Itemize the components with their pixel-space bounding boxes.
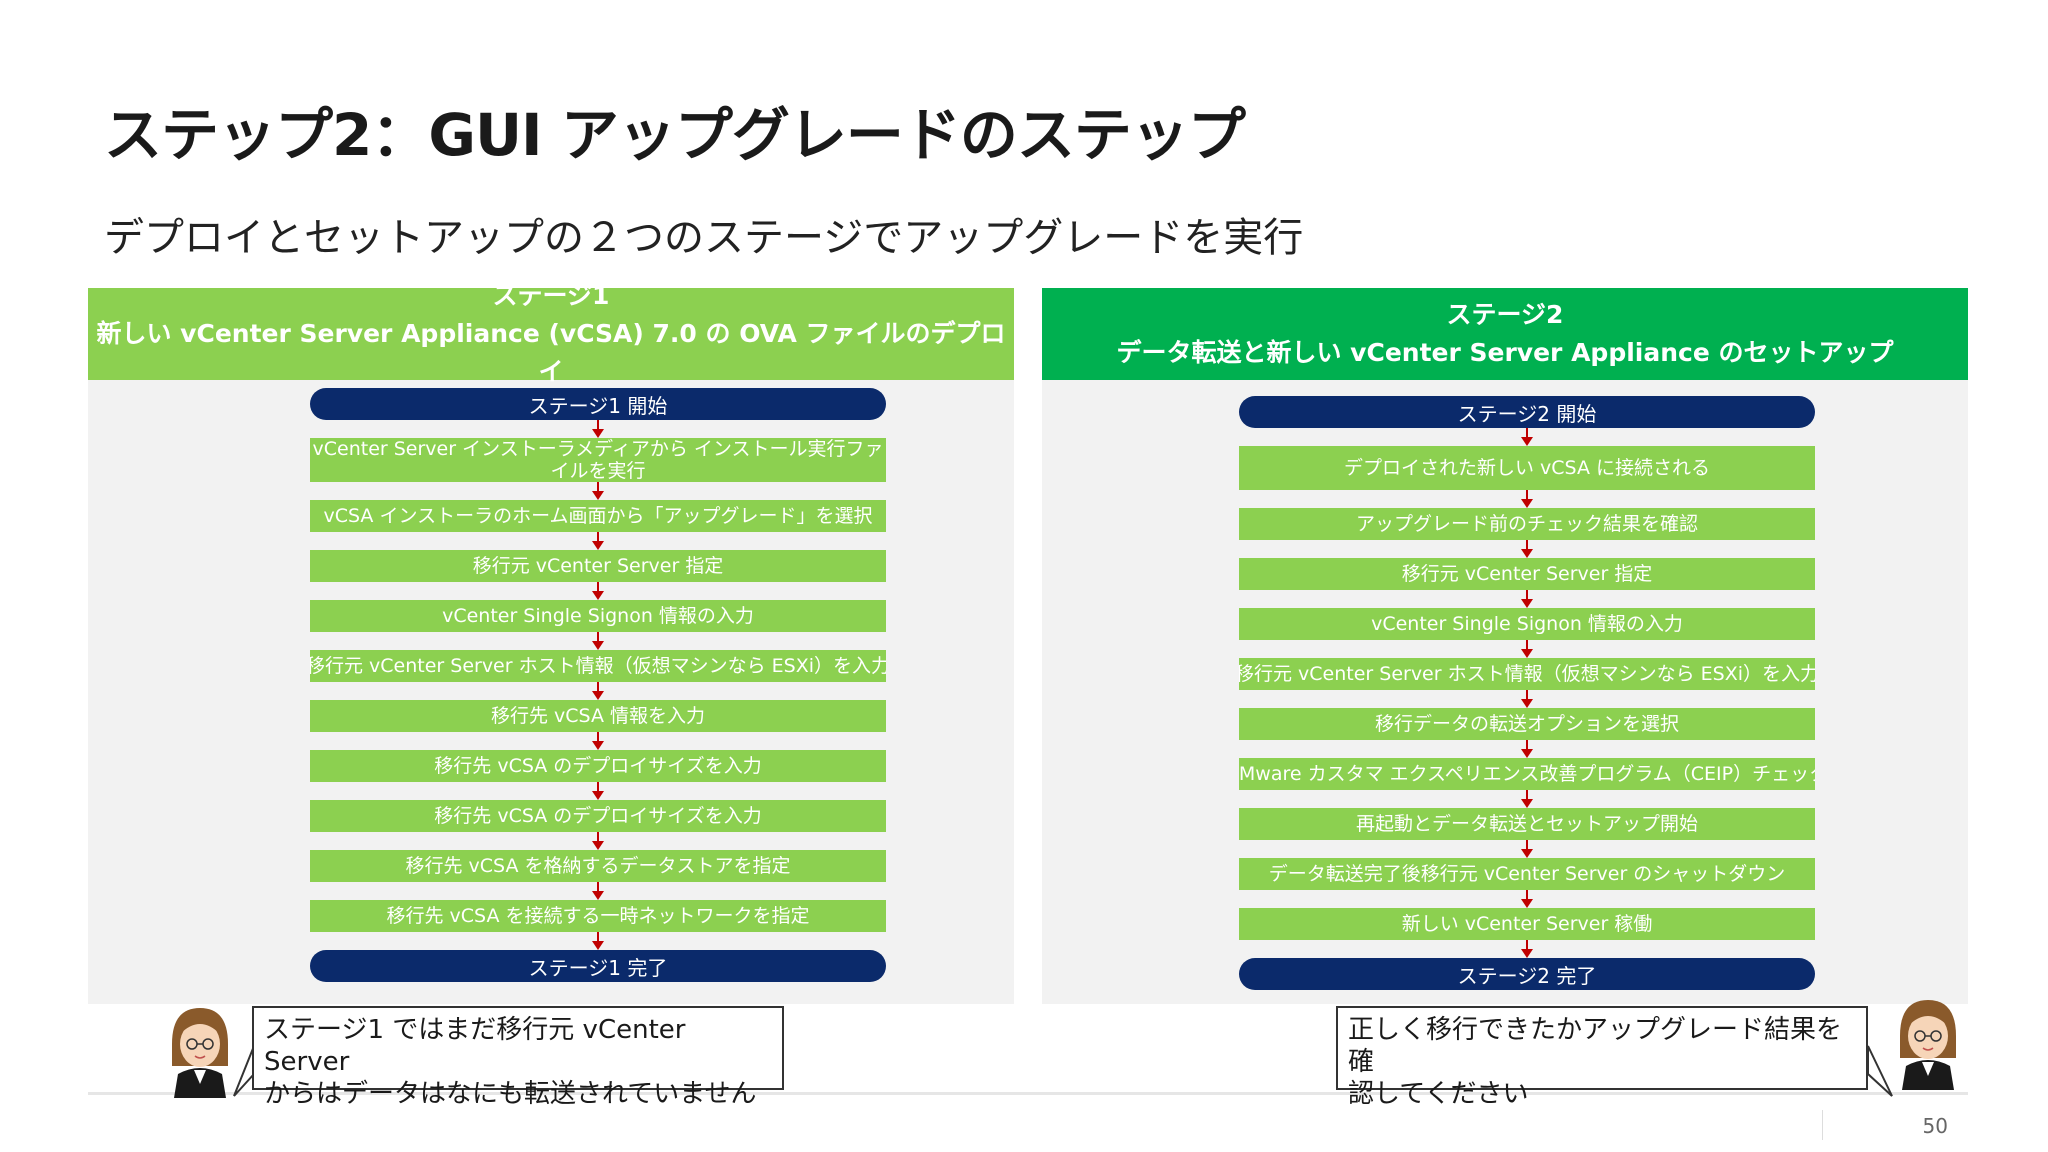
stage2-header-description: データ転送と新しい vCenter Server Appliance のセットア… xyxy=(1116,338,1894,367)
stage2-flow: ステージ2 開始 デプロイされた新しい vCSA に接続される アップグレード前… xyxy=(1239,396,1815,990)
flow-arrow xyxy=(1239,640,1815,658)
stage1-panel: ステージ1 新しい vCenter Server Appliance (vCSA… xyxy=(88,281,1014,1004)
footer-divider xyxy=(88,1092,1968,1095)
stage1-step: 移行先 vCSA 情報を入力 xyxy=(310,700,886,732)
flow-arrow xyxy=(1239,940,1815,958)
stage2-header-title: ステージ2 xyxy=(1446,300,1564,329)
stage1-start-pill: ステージ1 開始 xyxy=(310,388,886,420)
flow-arrow xyxy=(310,532,886,550)
callout-left-line1: ステージ1 ではまだ移行元 vCenter Server xyxy=(264,1015,686,1077)
flow-arrow xyxy=(1239,540,1815,558)
stage1-step: 移行先 vCSA を格納するデータストアを指定 xyxy=(310,850,886,882)
stage2-step: デプロイされた新しい vCSA に接続される xyxy=(1239,446,1815,490)
stage2-step: 移行元 vCenter Server 指定 xyxy=(1239,558,1815,590)
callout-left: ステージ1 ではまだ移行元 vCenter Server からはデータはなにも転… xyxy=(252,1006,784,1109)
flow-arrow xyxy=(1239,590,1815,608)
callout-left-line2: からはデータはなにも転送されていません xyxy=(264,1079,757,1109)
page-number-divider xyxy=(1822,1110,1823,1140)
callout-right-line2: 認してください xyxy=(1348,1079,1529,1109)
callout-right-tail xyxy=(1867,1045,1893,1097)
stage2-panel: ステージ2 データ転送と新しい vCenter Server Appliance… xyxy=(1042,288,1968,1004)
flow-arrow xyxy=(310,582,886,600)
stage1-step: vCSA インストーラのホーム画面から「アップグレード」を選択 xyxy=(310,500,886,532)
stage1-end-pill: ステージ1 完了 xyxy=(310,950,886,982)
stage1-step: 移行先 vCSA を接続する一時ネットワークを指定 xyxy=(310,900,886,932)
stage1-step: 移行先 vCSA のデプロイサイズを入力 xyxy=(310,750,886,782)
stage2-step: vCenter Single Signon 情報の入力 xyxy=(1239,608,1815,640)
stage2-step: 再起動とデータ転送とセットアップ開始 xyxy=(1239,808,1815,840)
flow-arrow xyxy=(310,732,886,750)
flow-arrow xyxy=(1239,740,1815,758)
flow-arrow xyxy=(310,782,886,800)
page-title: ステップ2：GUI アップグレードのステップ xyxy=(104,101,1246,169)
flow-arrow xyxy=(1239,790,1815,808)
flow-arrow xyxy=(310,832,886,850)
flow-arrow xyxy=(1239,428,1815,446)
page-subtitle: デプロイとセットアップの２つのステージでアップグレードを実行 xyxy=(104,215,1304,261)
flow-arrow xyxy=(1239,890,1815,908)
flow-arrow xyxy=(1239,490,1815,508)
flow-arrow xyxy=(310,882,886,900)
flow-arrow xyxy=(310,420,886,438)
stage2-step: データ転送完了後移行元 vCenter Server のシャットダウン xyxy=(1239,858,1815,890)
stage2-step: アップグレード前のチェック結果を確認 xyxy=(1239,508,1815,540)
flow-arrow xyxy=(310,482,886,500)
callout-right-line1: 正しく移行できたかアップグレード結果を確 xyxy=(1348,1015,1843,1077)
presenter-avatar-icon xyxy=(172,1008,228,1098)
page-number: 50 xyxy=(1922,1114,1948,1138)
flow-arrow xyxy=(1239,690,1815,708)
stage1-header-title: ステージ1 xyxy=(492,281,610,310)
stage2-step: VMware カスタマ エクスペリエンス改善プログラム（CEIP）チェック xyxy=(1239,758,1815,790)
stage2-header: ステージ2 データ転送と新しい vCenter Server Appliance… xyxy=(1042,288,1968,380)
stage1-flow: ステージ1 開始 vCenter Server インストーラメディアから インス… xyxy=(310,388,886,982)
flow-arrow xyxy=(310,632,886,650)
stage2-step: 移行データの転送オプションを選択 xyxy=(1239,708,1815,740)
stage1-header: ステージ1 新しい vCenter Server Appliance (vCSA… xyxy=(88,281,1014,386)
stage1-step: vCenter Server インストーラメディアから インストール実行ファイル… xyxy=(310,438,886,482)
stage2-step: 移行元 vCenter Server ホスト情報（仮想マシンなら ESXi）を入… xyxy=(1239,658,1815,690)
stage1-header-description: 新しい vCenter Server Appliance (vCSA) 7.0 … xyxy=(96,319,1006,386)
stage2-step: 新しい vCenter Server 稼働 xyxy=(1239,908,1815,940)
flow-arrow xyxy=(310,682,886,700)
callout-right: 正しく移行できたかアップグレード結果を確 認してください xyxy=(1336,1006,1868,1109)
stage1-step: vCenter Single Signon 情報の入力 xyxy=(310,600,886,632)
stage2-end-pill: ステージ2 完了 xyxy=(1239,958,1815,990)
stage1-step: 移行元 vCenter Server 指定 xyxy=(310,550,886,582)
stage1-step: 移行元 vCenter Server ホスト情報（仮想マシンなら ESXi）を入… xyxy=(310,650,886,682)
presenter-avatar-icon xyxy=(1900,1000,1956,1090)
flow-arrow xyxy=(310,932,886,950)
stage2-start-pill: ステージ2 開始 xyxy=(1239,396,1815,428)
flow-arrow xyxy=(1239,840,1815,858)
stage1-step: 移行先 vCSA のデプロイサイズを入力 xyxy=(310,800,886,832)
